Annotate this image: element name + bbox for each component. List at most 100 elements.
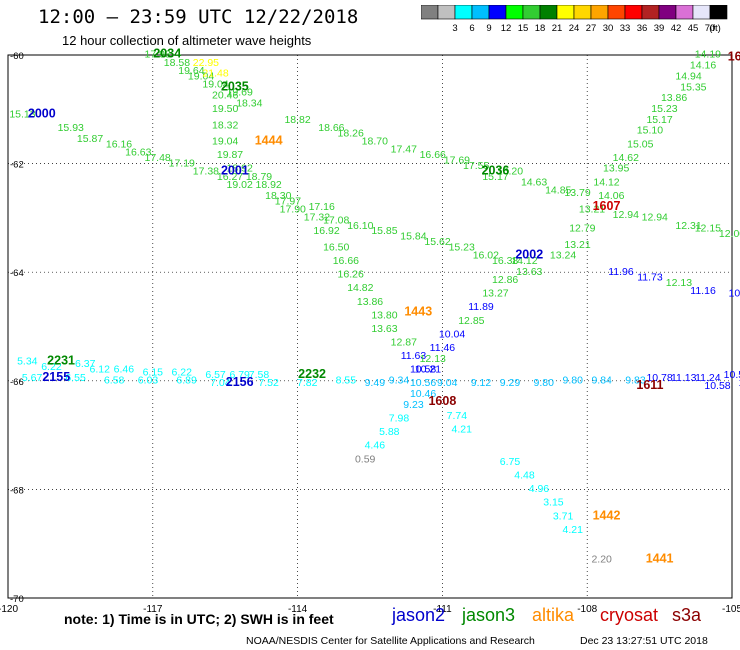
- pass-time-label: 2000: [28, 106, 56, 120]
- wave-height-label: 17.47: [391, 144, 417, 156]
- wave-height-label: 13.63: [371, 323, 397, 335]
- wave-height-label: 9.34: [389, 375, 410, 387]
- scale-tick-label: 3: [452, 23, 457, 33]
- wave-height-label: 6.57: [205, 369, 226, 381]
- lat-tick-label: -70: [10, 594, 24, 605]
- scale-swatch: [709, 5, 728, 20]
- wave-height-label: 13.86: [357, 296, 383, 308]
- wave-height-label: 12.13: [420, 353, 446, 365]
- wave-height-label: 15.93: [58, 122, 84, 134]
- pass-time-label: 2034: [153, 47, 181, 61]
- timestamp-text: Dec 23 13:27:51 UTC 2018: [580, 635, 708, 647]
- wave-height-label: 15.13: [9, 108, 35, 120]
- wave-height-label: 13.63: [516, 266, 542, 278]
- wave-height-label: 5.34: [17, 356, 38, 368]
- wave-height-label: 17.97: [275, 195, 301, 207]
- wave-height-label: 4.21: [563, 524, 584, 536]
- wave-height-label: 12.79: [569, 222, 595, 234]
- scale-tick-label: 33: [620, 23, 631, 33]
- wave-height-label: 12.86: [492, 274, 518, 286]
- mission-label-altika: altika: [532, 605, 575, 625]
- pass-time-label: 2036: [482, 163, 510, 177]
- wave-height-label: 17.32: [304, 212, 330, 224]
- pass-time-label: 2231: [47, 354, 75, 368]
- wave-height-label: 19.64: [178, 65, 204, 77]
- mission-label-jason3: jason3: [462, 605, 516, 625]
- wave-height-label: 16.02: [473, 250, 499, 262]
- wave-height-label: 18.66: [318, 122, 344, 134]
- pass-time-label: 1443: [404, 305, 432, 319]
- scale-tick-label: 45: [688, 23, 699, 33]
- wave-height-label: 17.38: [193, 165, 219, 177]
- pass-time-label: 1611: [636, 378, 663, 392]
- wave-height-label: 11.96: [608, 266, 634, 278]
- wave-height-label: 13.95: [603, 163, 629, 175]
- map-subtitle: 12 hour collection of altimeter wave hei…: [62, 33, 312, 48]
- wave-height-label: 10.68: [729, 288, 740, 300]
- wave-height-label: 6.22: [172, 366, 193, 378]
- wave-height-label: 17.55: [463, 160, 489, 172]
- wave-height-label: 6.55: [65, 372, 86, 384]
- wave-height-label: 14.19: [695, 49, 721, 61]
- wave-height-label: 7.82: [297, 377, 318, 389]
- wave-height-label: 15.35: [680, 81, 706, 93]
- wave-height-label: 16.63: [125, 146, 151, 158]
- wave-height-label: 13.80: [371, 309, 397, 321]
- wave-height-label: 19.69: [227, 87, 253, 99]
- wave-height-label: 11.73: [637, 271, 663, 283]
- wave-height-label: 6.37: [75, 358, 96, 370]
- wave-height-label: 9.12: [471, 377, 492, 389]
- wave-height-label: 6.22: [41, 361, 62, 373]
- wave-height-label: 6.03: [138, 375, 159, 387]
- wave-height-label: 21.48: [202, 68, 228, 80]
- wave-height-label: 17.48: [144, 152, 170, 164]
- wave-height-label: 11.89: [468, 301, 494, 313]
- wave-height-label: 7.58: [249, 369, 270, 381]
- wave-height-label: 9.29: [500, 377, 521, 389]
- wave-height-label: 19.02: [227, 179, 253, 191]
- wave-height-label: 16.66: [420, 149, 446, 161]
- wave-height-label: 14.12: [593, 176, 619, 188]
- scale-unit-label: (ft): [709, 23, 721, 33]
- wave-height-label: 19.87: [217, 149, 243, 161]
- scale-tick-label: 36: [637, 23, 648, 33]
- wave-height-label: 16.92: [313, 225, 339, 237]
- wave-height-label: 15.05: [627, 138, 653, 150]
- wave-height-label: 7.52: [258, 377, 279, 389]
- wave-height-label: 19.04: [202, 79, 228, 91]
- wave-height-label: 19.04: [188, 70, 214, 82]
- note-text: note: 1) Time is in UTC; 2) SWH is in fe…: [64, 611, 334, 627]
- wave-height-label: 14.94: [675, 70, 701, 82]
- wave-height-label: 15.62: [424, 236, 450, 248]
- wave-height-label: 22.95: [193, 57, 219, 69]
- map-frame: [7, 54, 733, 599]
- wave-height-label: 9.84: [591, 375, 612, 387]
- color-scale-legend: 3 6 9 12 15 18 21 24 27 30 33 36 39 42 45 70(ft): [421, 5, 728, 33]
- wave-height-label: 12.94: [642, 212, 668, 224]
- wave-height-label: 9.23: [403, 399, 424, 411]
- wave-height-label: 16.27: [217, 171, 243, 183]
- wave-height-label: 10.04: [439, 328, 465, 340]
- wave-height-label: 19.50: [212, 103, 238, 115]
- wave-height-label: 18.30: [265, 190, 291, 202]
- wave-height-label: 11.13: [671, 372, 697, 384]
- wave-height-label: 18.82: [284, 114, 310, 126]
- wave-height-label: 14.12: [511, 255, 537, 267]
- pass-time-label: 2035: [221, 79, 249, 93]
- wave-height-label: 9.80: [534, 377, 555, 389]
- wave-height-label: 19.04: [212, 136, 238, 148]
- credit-text: NOAA/NESDIS Center for Satellite Applica…: [246, 635, 535, 647]
- pass-time-label: 2156: [226, 375, 254, 389]
- wave-height-label: 13.27: [482, 288, 508, 300]
- wave-height-label: 11.04: [739, 377, 740, 389]
- wave-height-label: 0.59: [355, 453, 376, 465]
- wave-height-label: 6.12: [89, 364, 110, 376]
- wave-height-label: 18.70: [362, 136, 388, 148]
- wave-height-label: 6.79: [229, 369, 250, 381]
- wave-height-label: 17.90: [280, 203, 306, 215]
- wave-height-label: 7.74: [447, 410, 468, 422]
- wave-height-label: 14.63: [521, 176, 547, 188]
- lon-tick-label: -105: [722, 604, 740, 615]
- wave-height-label: 10.54: [724, 369, 740, 381]
